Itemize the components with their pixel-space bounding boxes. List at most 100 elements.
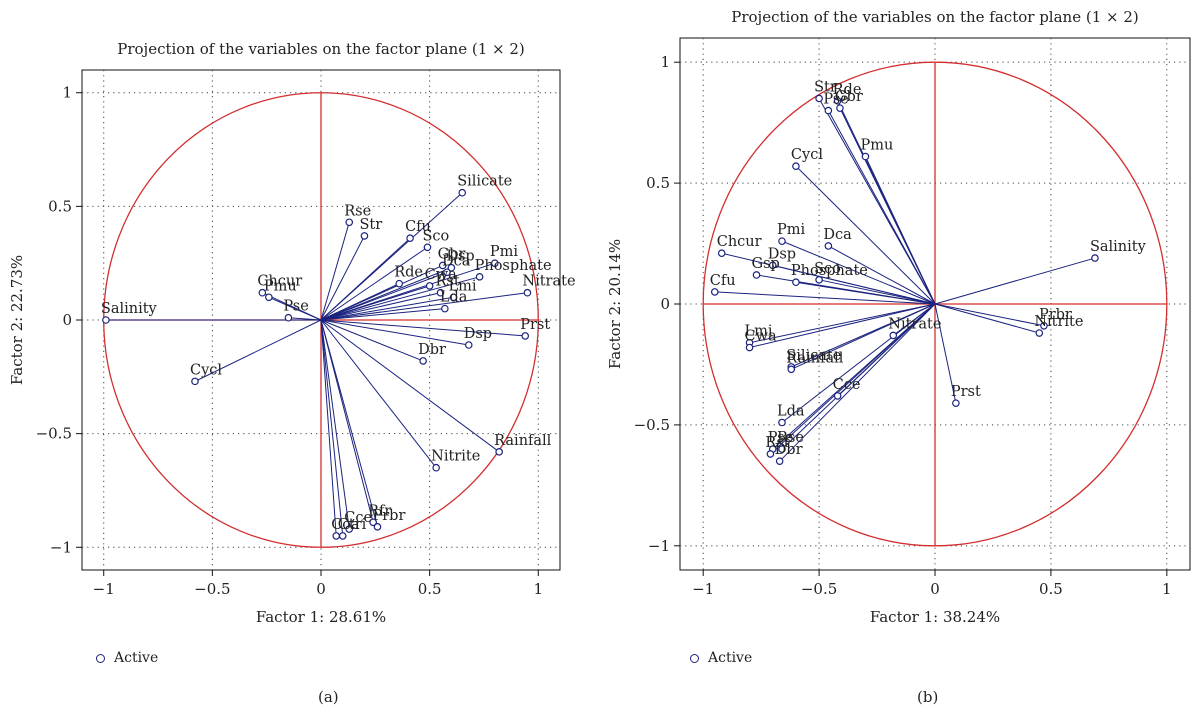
data-point-label: Dbr — [775, 442, 803, 458]
loading-vector — [934, 257, 1096, 305]
data-point — [778, 237, 786, 245]
data-point — [432, 463, 440, 472]
data-point-label: Dsp — [464, 326, 492, 342]
tick-label-y: −0.5 — [36, 425, 72, 443]
data-point-label: Str — [814, 79, 837, 95]
loading-vector — [320, 319, 469, 346]
legend-a-label: Active — [114, 650, 159, 666]
loading-vector — [714, 291, 936, 305]
data-point-label: Dca — [823, 227, 852, 243]
loading-vector — [320, 235, 365, 321]
tick-label-x: 0.5 — [418, 580, 442, 598]
loading-vector — [320, 319, 500, 453]
data-point-label: Sco — [814, 261, 841, 277]
panel-label-a: (a) — [318, 688, 339, 706]
data-point — [710, 288, 719, 296]
data-point-label: Gbr — [835, 89, 863, 105]
y-axis-label: Factor 2: 22.73% — [8, 255, 26, 385]
loading-vector — [749, 303, 936, 349]
tick-label-y: 0.5 — [646, 174, 670, 192]
legend-b: Active — [690, 650, 752, 666]
tick-label-y: 0 — [62, 311, 72, 329]
data-point-label: Cwa — [745, 329, 778, 345]
data-point-label: Rde — [833, 82, 862, 98]
data-point — [438, 261, 447, 270]
data-point-label: Cfu — [710, 273, 736, 289]
data-point-label: Lda — [777, 403, 805, 419]
loading-vector — [781, 240, 936, 305]
loading-vector — [320, 319, 378, 527]
data-point-label: Prbr — [372, 508, 405, 524]
data-point-label: Rse — [344, 203, 371, 219]
loading-vector — [934, 303, 1045, 327]
data-point — [1040, 321, 1048, 330]
loading-vector — [828, 245, 936, 305]
data-point-label: Gsp — [752, 256, 780, 272]
chart-panel-a: Projection of the variables on the facto… — [0, 0, 590, 714]
data-point — [425, 282, 434, 290]
y-axis-label: Factor 2: 20.14% — [606, 239, 624, 369]
tick-label-x: −0.5 — [194, 580, 230, 598]
data-point — [792, 162, 800, 170]
data-point-label: Chcur — [717, 234, 762, 250]
data-point-label: Pse — [283, 299, 308, 315]
data-point — [491, 259, 499, 267]
data-point — [778, 418, 786, 427]
data-point — [449, 293, 458, 302]
tick-label-x: −0.5 — [801, 580, 837, 598]
data-point — [441, 304, 449, 313]
data-point-label: Dbr — [418, 342, 446, 358]
tick-label-y: −0.5 — [634, 416, 670, 434]
data-point-label: Phosphate — [791, 263, 868, 279]
data-point — [792, 278, 800, 287]
tick-label-x: 0 — [316, 580, 326, 598]
tick-label-y: −1 — [50, 538, 72, 556]
chart-b-svg: Projection of the variables on the facto… — [606, 8, 1191, 626]
loading-vector — [320, 319, 526, 337]
data-point — [495, 448, 503, 456]
tick-label-x: 1 — [1162, 580, 1172, 598]
data-point-label: Dca — [442, 253, 471, 269]
data-point — [369, 518, 377, 527]
data-point — [447, 263, 456, 272]
data-point-label: Phosphate — [475, 258, 552, 274]
data-point-label: Silicate — [786, 348, 841, 364]
loading-vector — [320, 276, 480, 321]
data-point-label: Nitrate — [522, 274, 575, 290]
data-point — [102, 316, 110, 324]
chart-panel-b: Projection of the variables on the facto… — [600, 0, 1192, 714]
tick-label-y: 0.5 — [48, 197, 72, 215]
panel-label-b: (b) — [917, 688, 939, 706]
data-point — [258, 288, 267, 297]
tick-label-y: 1 — [62, 84, 72, 102]
loading-vector — [827, 110, 936, 305]
tick-label-x: 0.5 — [1039, 580, 1063, 598]
tick-label-x: 0 — [930, 580, 940, 598]
data-point-label: Coa — [331, 517, 360, 533]
data-point — [768, 261, 777, 270]
data-point-label: Rse — [777, 430, 804, 446]
loading-vector — [791, 303, 936, 370]
loading-vector — [320, 292, 528, 321]
data-point-label: Cce — [344, 510, 372, 526]
data-point-label: Rde — [394, 265, 423, 281]
data-point-label: Lmi — [745, 324, 773, 340]
loading-vector — [781, 303, 936, 450]
data-point — [836, 104, 844, 112]
x-axis-label: Factor 1: 28.61% — [256, 608, 386, 626]
data-point — [419, 357, 427, 365]
data-point-label: Prbr — [1039, 307, 1072, 323]
loading-vector — [320, 319, 350, 530]
data-point-label: Cce — [833, 377, 861, 393]
data-point — [475, 273, 484, 281]
data-point-label: Cycl — [791, 147, 823, 163]
data-point-label: Cfu — [405, 219, 431, 235]
loading-vector — [779, 303, 936, 462]
loading-vector — [795, 165, 936, 305]
data-point — [345, 218, 354, 227]
data-point-label: Pse — [823, 92, 848, 108]
loading-vector — [320, 283, 400, 321]
data-point-label: Dsp — [446, 249, 474, 265]
chart-a-svg: Projection of the variables on the facto… — [8, 40, 576, 626]
data-point-label: Cwa — [425, 267, 458, 283]
